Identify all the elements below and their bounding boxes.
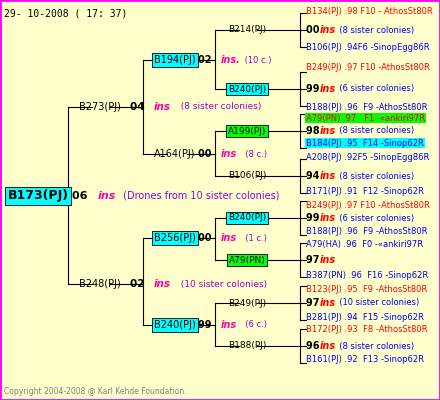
Text: 94: 94 bbox=[306, 171, 323, 181]
Text: B387(PN) .96  F16 -Sinop62R: B387(PN) .96 F16 -Sinop62R bbox=[306, 272, 428, 280]
Text: ins: ins bbox=[320, 25, 336, 35]
Text: B188(PJ) .96  F9 -AthosSt80R: B188(PJ) .96 F9 -AthosSt80R bbox=[306, 102, 428, 112]
Text: ins: ins bbox=[98, 191, 116, 201]
Text: ins: ins bbox=[320, 255, 336, 265]
Text: ins: ins bbox=[320, 298, 336, 308]
Text: (Drones from 10 sister colonies): (Drones from 10 sister colonies) bbox=[120, 191, 279, 201]
Text: (8 sister colonies): (8 sister colonies) bbox=[334, 342, 414, 350]
Text: 29- 10-2008 ( 17: 37): 29- 10-2008 ( 17: 37) bbox=[4, 8, 127, 18]
Text: 99: 99 bbox=[198, 320, 215, 330]
Text: (8 sister colonies): (8 sister colonies) bbox=[175, 102, 261, 112]
Text: B214(PJ): B214(PJ) bbox=[228, 26, 266, 34]
Text: ins: ins bbox=[320, 126, 336, 136]
Text: (1 c.): (1 c.) bbox=[240, 234, 267, 242]
Text: B171(PJ) .91  F12 -Sinop62R: B171(PJ) .91 F12 -Sinop62R bbox=[306, 188, 424, 196]
Text: B240(PJ): B240(PJ) bbox=[228, 84, 266, 94]
Text: B188(PJ): B188(PJ) bbox=[228, 342, 266, 350]
Text: 98: 98 bbox=[306, 126, 323, 136]
Text: ins: ins bbox=[320, 213, 336, 223]
Text: B240(PJ): B240(PJ) bbox=[154, 320, 196, 330]
Text: 97: 97 bbox=[306, 298, 323, 308]
Text: 96: 96 bbox=[306, 341, 323, 351]
Text: ins: ins bbox=[320, 171, 336, 181]
Text: A79(HA) .96  F0 -«ankiri97R: A79(HA) .96 F0 -«ankiri97R bbox=[306, 240, 423, 248]
Text: 99: 99 bbox=[306, 213, 323, 223]
Text: B281(PJ) .94  F15 -Sinop62R: B281(PJ) .94 F15 -Sinop62R bbox=[306, 312, 424, 322]
Text: B106(PJ): B106(PJ) bbox=[228, 172, 266, 180]
Text: B184(PJ) .95  F14 -Sinop62R: B184(PJ) .95 F14 -Sinop62R bbox=[306, 138, 424, 148]
Text: (10 c.): (10 c.) bbox=[242, 56, 271, 64]
Text: B106(PJ) .94F6 -SinopEgg86R: B106(PJ) .94F6 -SinopEgg86R bbox=[306, 44, 429, 52]
Text: B161(PJ) .92  F13 -Sinop62R: B161(PJ) .92 F13 -Sinop62R bbox=[306, 356, 424, 364]
Text: A79(PN) .97   F1 -«ankiri97R: A79(PN) .97 F1 -«ankiri97R bbox=[306, 114, 425, 122]
Text: 02: 02 bbox=[198, 55, 215, 65]
Text: ins: ins bbox=[320, 341, 336, 351]
Text: 02: 02 bbox=[130, 279, 148, 289]
Text: B248(PJ): B248(PJ) bbox=[79, 279, 121, 289]
Text: (8 c.): (8 c.) bbox=[240, 150, 267, 158]
Text: B134(PJ) .98 F10 - AthosSt80R: B134(PJ) .98 F10 - AthosSt80R bbox=[306, 8, 433, 16]
Text: (10 sister colonies): (10 sister colonies) bbox=[334, 298, 419, 308]
Text: B173(PJ): B173(PJ) bbox=[7, 190, 69, 202]
Text: B256(PJ): B256(PJ) bbox=[154, 233, 196, 243]
Text: Copyright 2004-2008 @ Karl Kehde Foundation.: Copyright 2004-2008 @ Karl Kehde Foundat… bbox=[4, 387, 187, 396]
Text: ins: ins bbox=[220, 149, 237, 159]
Text: A208(PJ) .92F5 -SinopEgg86R: A208(PJ) .92F5 -SinopEgg86R bbox=[306, 154, 429, 162]
Text: ins: ins bbox=[320, 84, 336, 94]
Text: B240(PJ): B240(PJ) bbox=[228, 214, 266, 222]
Text: ins: ins bbox=[154, 279, 171, 289]
Text: B172(PJ) .93  F8 -AthosSt80R: B172(PJ) .93 F8 -AthosSt80R bbox=[306, 326, 428, 334]
Text: B249(PJ) .97 F10 -AthosSt80R: B249(PJ) .97 F10 -AthosSt80R bbox=[306, 62, 430, 72]
Text: B188(PJ) .96  F9 -AthosSt80R: B188(PJ) .96 F9 -AthosSt80R bbox=[306, 226, 428, 236]
Text: (10 sister colonies): (10 sister colonies) bbox=[175, 280, 267, 288]
Text: A79(PN): A79(PN) bbox=[229, 256, 265, 264]
Text: 00: 00 bbox=[306, 25, 323, 35]
Text: A164(PJ): A164(PJ) bbox=[154, 149, 196, 159]
Text: 99: 99 bbox=[306, 84, 323, 94]
Text: 00: 00 bbox=[198, 233, 215, 243]
Text: B249(PJ) .97 F10 -AthosSt80R: B249(PJ) .97 F10 -AthosSt80R bbox=[306, 200, 430, 210]
Text: 97: 97 bbox=[306, 255, 323, 265]
Text: (6 sister colonies): (6 sister colonies) bbox=[334, 84, 414, 94]
Text: ins: ins bbox=[154, 102, 171, 112]
Text: B123(PJ) .95  F9 -AthosSt80R: B123(PJ) .95 F9 -AthosSt80R bbox=[306, 284, 427, 294]
Text: A199(PJ): A199(PJ) bbox=[228, 126, 266, 136]
Text: (8 sister colonies): (8 sister colonies) bbox=[334, 172, 414, 180]
Text: 00: 00 bbox=[198, 149, 215, 159]
Text: 06: 06 bbox=[72, 191, 92, 201]
Text: (6 c.): (6 c.) bbox=[240, 320, 267, 330]
Text: 04: 04 bbox=[130, 102, 148, 112]
Text: (8 sister colonies): (8 sister colonies) bbox=[334, 26, 414, 34]
Text: ins: ins bbox=[220, 233, 237, 243]
Text: B273(PJ): B273(PJ) bbox=[79, 102, 121, 112]
Text: B249(PJ): B249(PJ) bbox=[228, 298, 266, 308]
Text: (6 sister colonies): (6 sister colonies) bbox=[334, 214, 414, 222]
Text: ins.: ins. bbox=[220, 55, 240, 65]
Text: B194(PJ): B194(PJ) bbox=[154, 55, 196, 65]
Text: (8 sister colonies): (8 sister colonies) bbox=[334, 126, 414, 136]
Text: ins: ins bbox=[220, 320, 237, 330]
